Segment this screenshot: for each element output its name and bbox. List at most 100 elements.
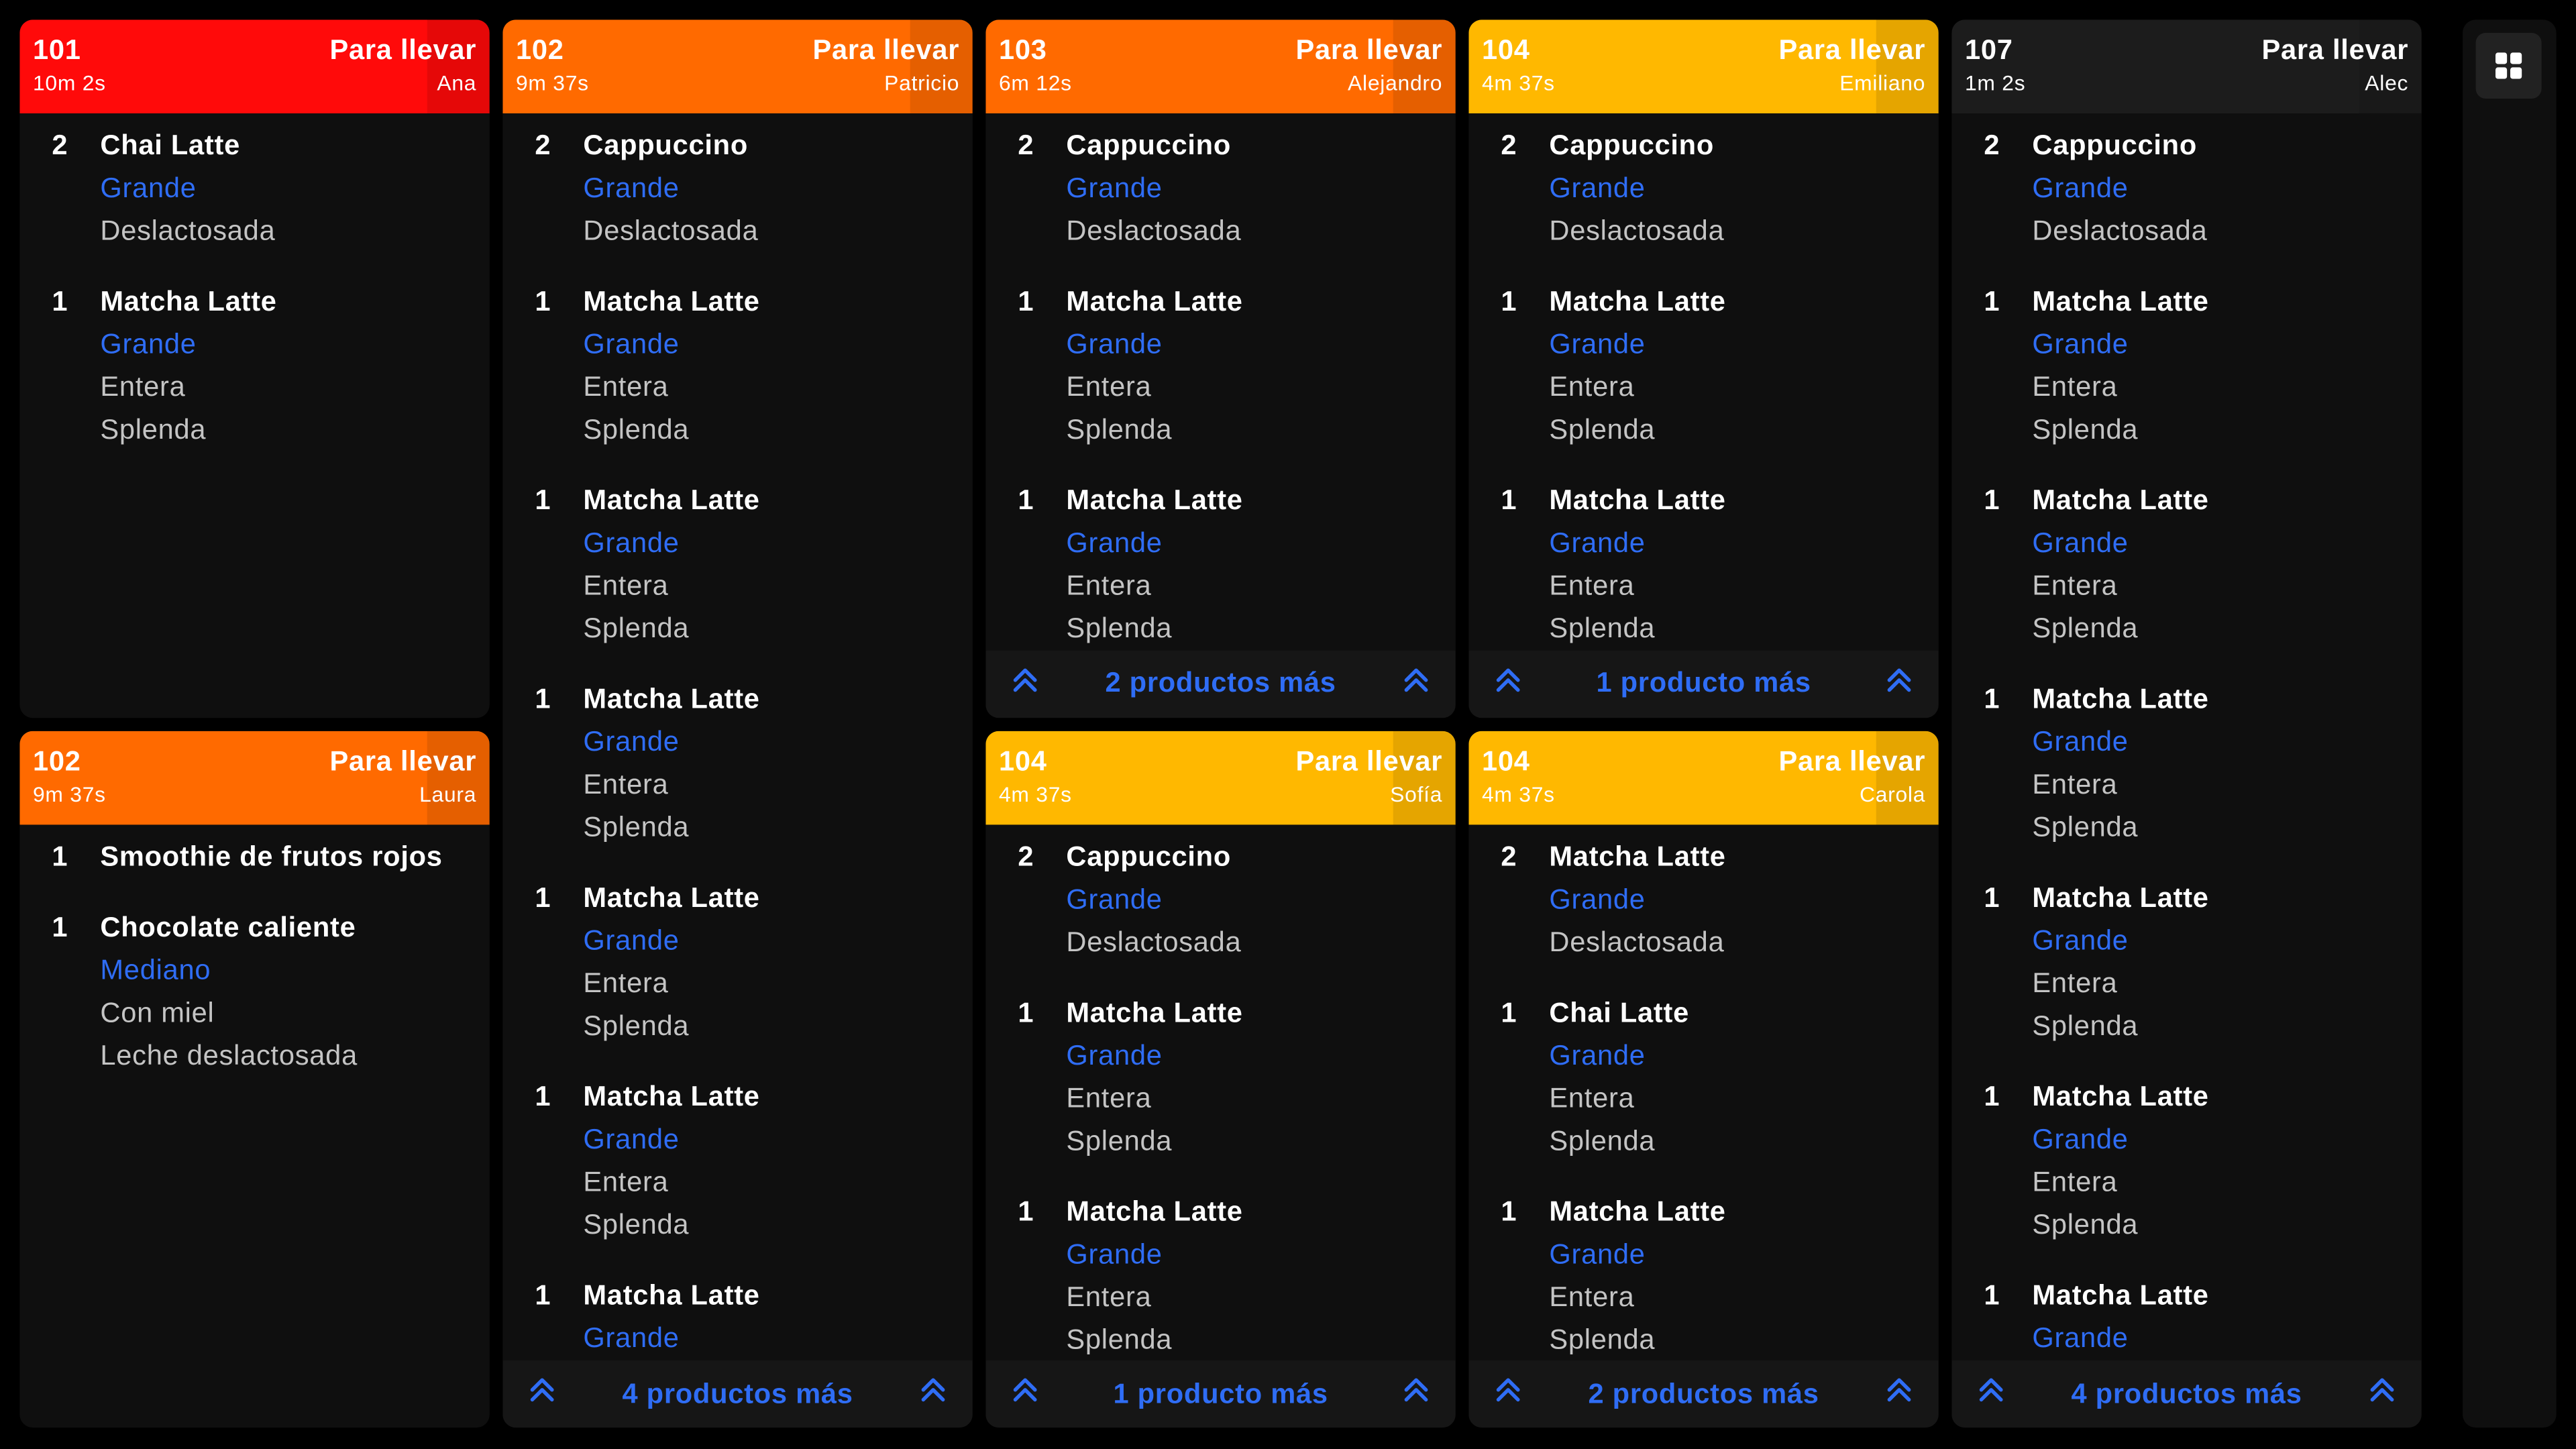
- item-name: Matcha Latte: [1066, 996, 1243, 1028]
- item-name: Cappuccino: [583, 129, 749, 162]
- item-list: 1 Smoothie de frutos rojos 1 Chocolate cali…: [19, 824, 489, 1428]
- ticket-board: 101 Para llevar 10m 2s Ana 2 Chai Latte Grande…: [19, 19, 2422, 1428]
- ticket-card[interactable]: 104 Para llevar 4m 37s Sofía 2 Cappuccino Gran…: [985, 730, 1456, 1428]
- header-row: 10m 2s Ana: [33, 67, 476, 95]
- order-item: 1 Matcha Latte Grande Entera Splenda: [502, 281, 972, 452]
- ticket-card[interactable]: 102 Para llevar 9m 37s Laura 1 Smoothie de fr…: [19, 730, 490, 1428]
- item-modifier: Splenda: [2032, 612, 2139, 645]
- item-quantity: 1: [52, 286, 68, 317]
- item-modifier: Entera: [583, 570, 669, 602]
- ticket-card[interactable]: 103 Para llevar 6m 12s Alejandro 2 Cappuccino…: [985, 19, 1456, 717]
- chevron-icon: [1403, 666, 1429, 700]
- item-name: Chai Latte: [100, 129, 241, 162]
- more-items-button[interactable]: 1 producto más: [985, 1360, 1456, 1428]
- item-modifier: Entera: [1549, 371, 1635, 403]
- item-quantity: 1: [1018, 286, 1034, 317]
- order-type: Para llevar: [1778, 745, 1926, 777]
- item-quantity: 1: [1984, 286, 2000, 317]
- item-details: Matcha Latte Grande Entera Splenda: [1549, 480, 1938, 649]
- item-modifier: Entera: [1549, 570, 1635, 602]
- item-modifier: Deslactosada: [1549, 926, 1725, 957]
- customer-name: Laura: [419, 781, 477, 806]
- item-size: Grande: [583, 924, 680, 957]
- menu-button[interactable]: [2475, 32, 2542, 99]
- item-size: Grande: [1066, 1238, 1163, 1269]
- item-modifier: Entera: [583, 769, 669, 800]
- order-item: 1 Matcha Latte Grande Entera Splenda: [1951, 877, 2421, 1049]
- header-row: 107 Para llevar: [1965, 19, 2408, 67]
- item-modifier: Splenda: [1549, 1323, 1656, 1355]
- item-details: Cappuccino Grande Deslactosada: [583, 125, 972, 253]
- more-items-label: 4 productos más: [622, 1377, 853, 1409]
- elapsed-time: 9m 37s: [32, 781, 106, 806]
- item-name: Matcha Latte: [2032, 1279, 2209, 1311]
- ticket-card[interactable]: 104 Para llevar 4m 37s Carola 2 Matcha Latte G…: [1468, 730, 1939, 1428]
- header-row: 4m 37s Sofía: [999, 778, 1442, 806]
- order-type: Para llevar: [1778, 34, 1926, 66]
- item-modifier: Splenda: [1549, 612, 1656, 645]
- order-item: 2 Cappuccino Grande Deslactosada: [1951, 125, 2421, 253]
- item-size: Grande: [2032, 924, 2129, 957]
- header-row: 4m 37s Emiliano: [1482, 67, 1925, 95]
- item-details: Matcha Latte Grande Entera Splenda: [583, 678, 972, 849]
- order-item: 1 Matcha Latte Grande Entera Splenda: [19, 281, 489, 452]
- more-items-button[interactable]: 1 producto más: [1468, 649, 1939, 717]
- item-size: Grande: [1549, 1038, 1646, 1071]
- header-row: 104 Para llevar: [999, 731, 1442, 778]
- item-details: Matcha Latte Grande Entera Splenda: [1066, 281, 1455, 452]
- ticket-card[interactable]: 102 Para llevar 9m 37s Patricio 2 Cappuccino G…: [502, 19, 973, 1428]
- more-items-button[interactable]: 2 productos más: [985, 649, 1456, 717]
- item-modifier: Entera: [2032, 570, 2118, 602]
- item-quantity: 2: [1018, 840, 1034, 872]
- item-modifier: Entera: [2032, 967, 2118, 999]
- item-quantity: 1: [1501, 996, 1517, 1028]
- item-details: Chai Latte Grande Entera Splenda: [1549, 991, 1938, 1163]
- customer-name: Alec: [2365, 70, 2409, 96]
- ticket-header: 104 Para llevar 4m 37s Emiliano: [1468, 19, 1939, 113]
- order-item: 1 Matcha Latte Grande Entera Splenda: [985, 991, 1455, 1163]
- header-row: 104 Para llevar: [1482, 19, 1925, 67]
- item-name: Matcha Latte: [1066, 286, 1243, 317]
- more-items-button[interactable]: 4 productos más: [1951, 1360, 2422, 1428]
- more-items-label: 2 productos más: [1105, 667, 1336, 698]
- item-size: Grande: [1549, 328, 1646, 360]
- item-name: Matcha Latte: [583, 286, 760, 317]
- item-modifier: Splenda: [100, 414, 207, 445]
- order-item: 1 Matcha Latte Grande Entera Splenda: [985, 480, 1455, 649]
- chevron-icon: [1886, 1377, 1912, 1411]
- ticket-card[interactable]: 104 Para llevar 4m 37s Emiliano 2 Cappuccino G…: [1468, 19, 1939, 717]
- item-name: Matcha Latte: [2032, 286, 2209, 317]
- chevron-icon: [1403, 1377, 1429, 1411]
- item-name: Matcha Latte: [2032, 882, 2209, 914]
- item-quantity: 1: [1984, 484, 2000, 516]
- item-modifier: Entera: [583, 1166, 669, 1198]
- item-quantity: 1: [1501, 484, 1517, 516]
- item-name: Matcha Latte: [1549, 840, 1726, 872]
- ticket-column: 104 Para llevar 4m 37s Emiliano 2 Cappuccino G…: [1468, 19, 1939, 1428]
- item-modifier: Splenda: [583, 811, 690, 843]
- item-details: Matcha Latte Grande Entera Splenda: [583, 281, 972, 452]
- item-size: Grande: [1066, 328, 1163, 360]
- item-modifier: Entera: [583, 967, 669, 999]
- header-row: 102 Para llevar: [516, 19, 959, 67]
- item-details: Cappuccino Grande Deslactosada: [1066, 835, 1455, 963]
- header-row: 101 Para llevar: [33, 19, 476, 67]
- item-name: Matcha Latte: [583, 683, 760, 715]
- chevron-icon: [1495, 666, 1521, 700]
- chevron-icon: [529, 1377, 555, 1411]
- item-details: Cappuccino Grande Deslactosada: [1066, 125, 1455, 253]
- order-item: 1 Matcha Latte Grande Entera Splenda: [1951, 1076, 2421, 1247]
- order-type: Para llevar: [812, 34, 960, 66]
- item-details: Matcha Latte Grande Entera Splenda: [2032, 480, 2421, 651]
- item-size: Mediano: [100, 953, 211, 985]
- item-modifier: Deslactosada: [100, 215, 276, 247]
- ticket-card[interactable]: 107 Para llevar 1m 2s Alec 2 Cappuccino Grande…: [1951, 19, 2422, 1428]
- item-list: 2 Cappuccino Grande Deslactosada 1 Matcha Lat…: [1468, 113, 1938, 650]
- ticket-card[interactable]: 101 Para llevar 10m 2s Ana 2 Chai Latte Grande…: [19, 19, 490, 717]
- item-size: Grande: [583, 328, 680, 360]
- more-items-button[interactable]: 2 productos más: [1468, 1360, 1939, 1428]
- item-details: Matcha Latte Grande Entera Splenda: [1549, 1190, 1938, 1360]
- item-size: Grande: [100, 172, 197, 204]
- more-items-button[interactable]: 4 productos más: [502, 1360, 973, 1428]
- item-name: Matcha Latte: [1066, 484, 1243, 516]
